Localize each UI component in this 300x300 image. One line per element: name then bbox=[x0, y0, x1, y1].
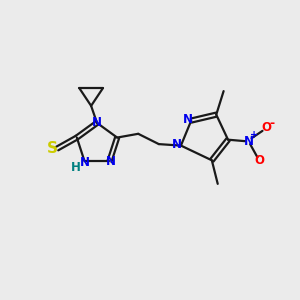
Text: N: N bbox=[244, 135, 254, 148]
Text: O: O bbox=[261, 122, 271, 134]
Text: H: H bbox=[71, 161, 81, 174]
Text: S: S bbox=[47, 141, 58, 156]
Text: -: - bbox=[269, 117, 275, 130]
Text: O: O bbox=[254, 154, 264, 167]
Text: N: N bbox=[183, 112, 193, 126]
Text: N: N bbox=[172, 138, 182, 151]
Text: +: + bbox=[250, 130, 258, 140]
Text: N: N bbox=[92, 116, 102, 129]
Text: N: N bbox=[80, 156, 89, 169]
Text: N: N bbox=[106, 155, 116, 168]
